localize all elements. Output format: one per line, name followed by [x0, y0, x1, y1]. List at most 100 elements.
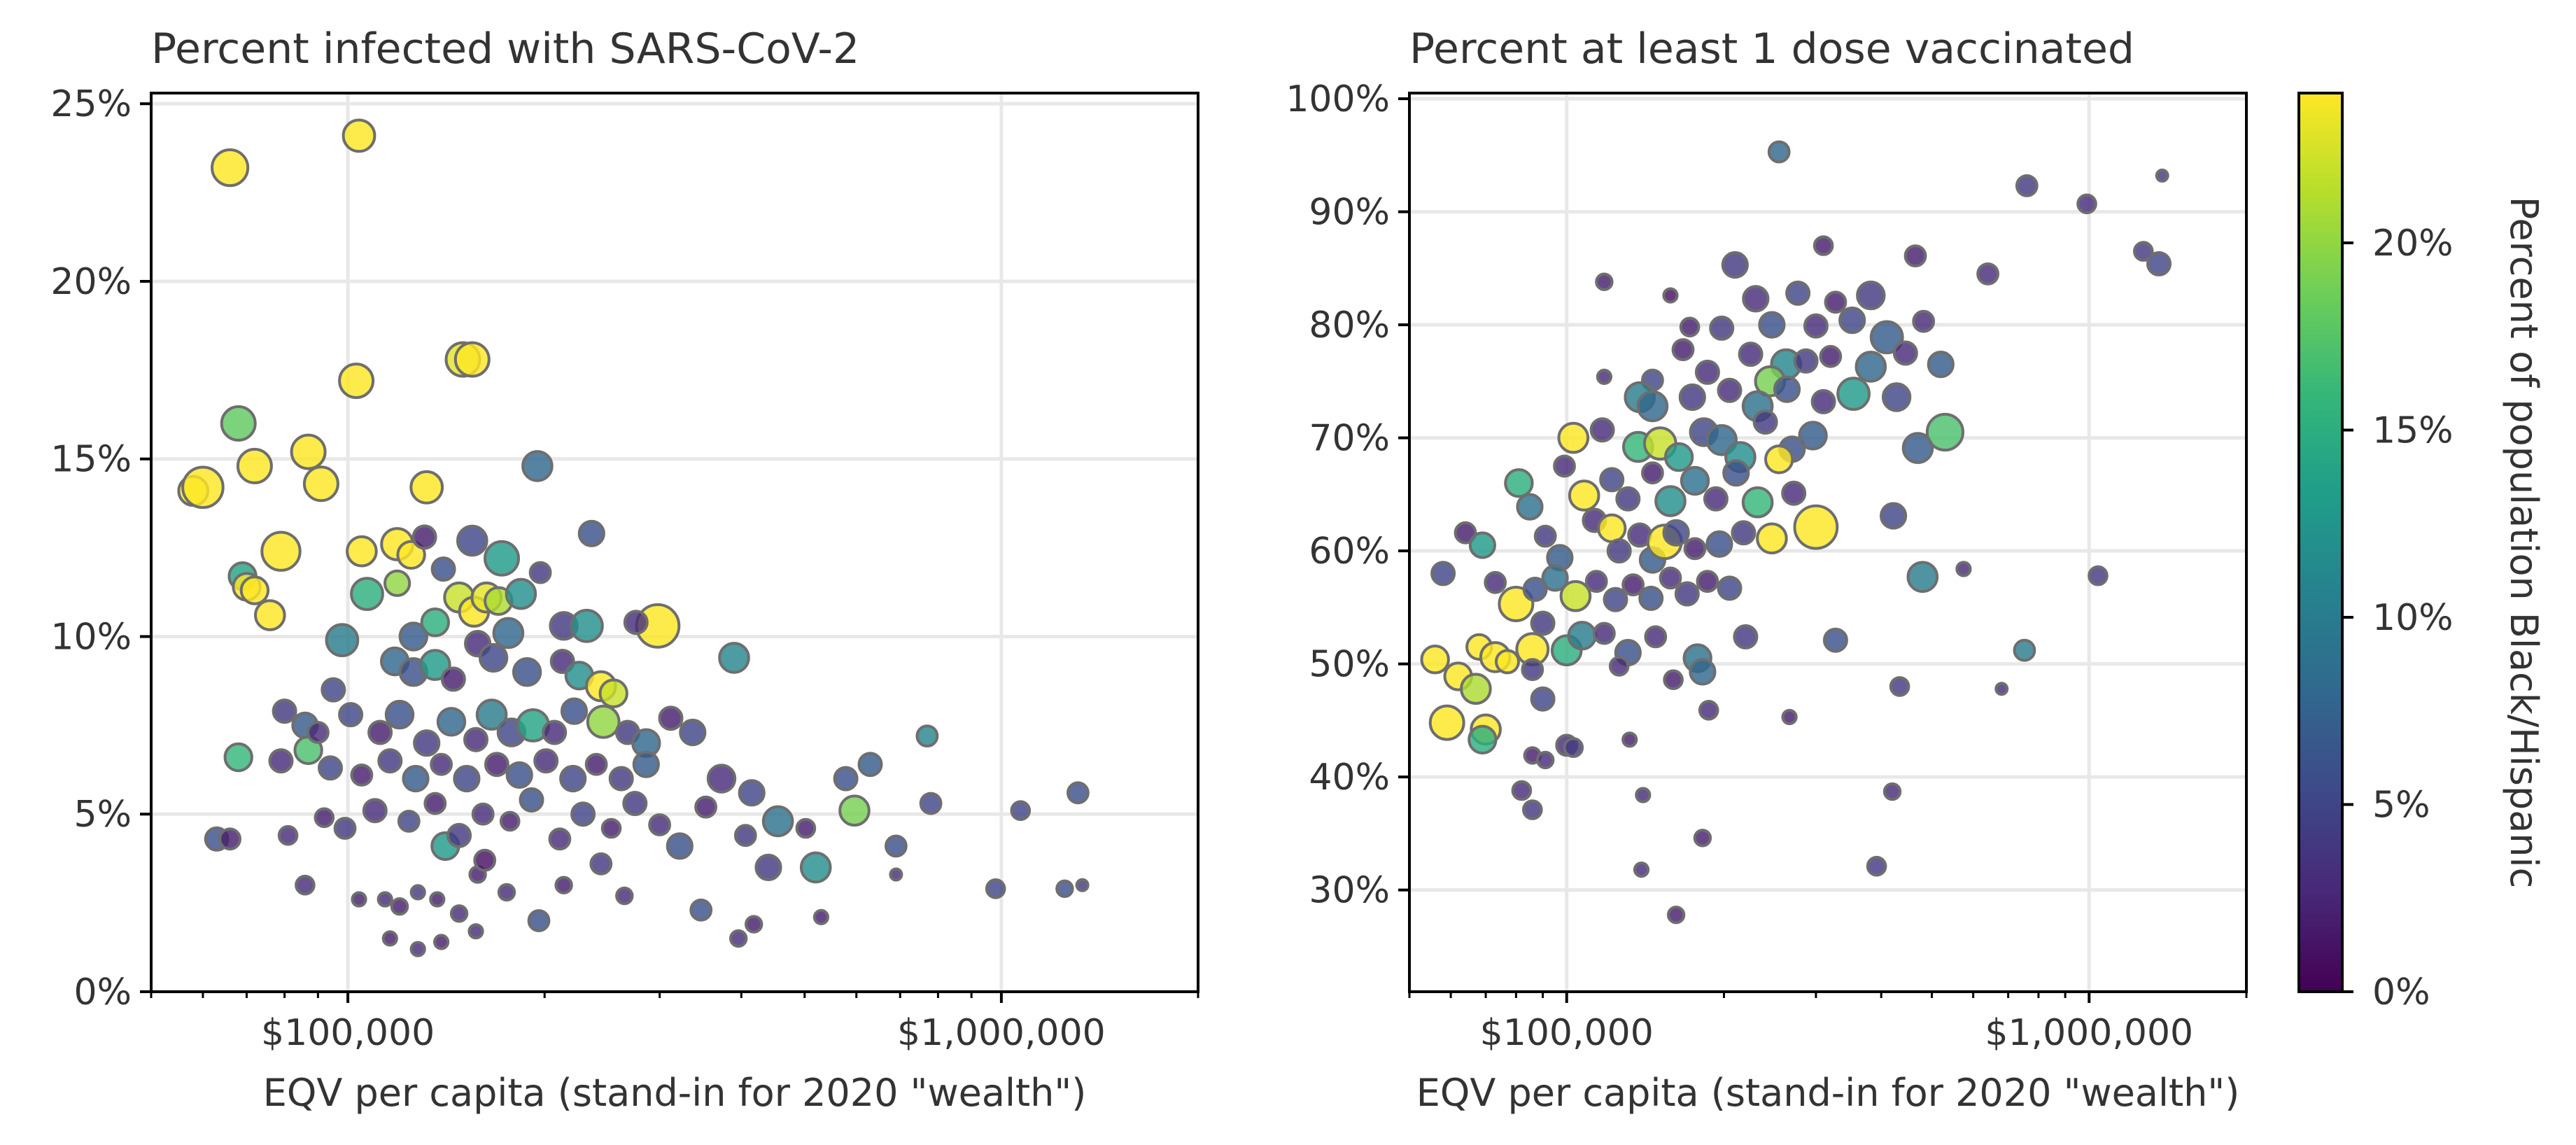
data-point [239, 575, 270, 605]
data-point [383, 569, 411, 598]
data-point [1813, 235, 1834, 256]
data-point [1925, 412, 1964, 452]
data-point [1683, 537, 1707, 561]
data-point [1709, 315, 1735, 341]
data-point [1522, 577, 1548, 602]
data-point [1606, 538, 1632, 564]
data-point [570, 801, 596, 827]
data-point [1822, 627, 1848, 653]
data-point [2013, 638, 2036, 662]
data-point [1644, 625, 1668, 649]
data-point [1912, 309, 1936, 333]
data-point [1793, 348, 1819, 374]
data-point [314, 807, 335, 829]
data-point [1741, 486, 1774, 519]
data-point [321, 677, 346, 703]
y-tick-label: 90% [1309, 192, 1390, 234]
data-point [505, 577, 537, 610]
data-point [409, 470, 444, 505]
data-point [342, 118, 376, 153]
data-point [1698, 700, 1719, 721]
data-point [1717, 377, 1743, 403]
data-point [570, 608, 604, 643]
data-point [1484, 570, 1507, 594]
data-point [1781, 708, 1798, 726]
data-point [1541, 564, 1569, 592]
scatter-points [1420, 140, 2172, 925]
data-point [738, 779, 766, 807]
data-point [397, 810, 421, 833]
data-point [1584, 570, 1608, 593]
data-point [338, 363, 375, 400]
vaccination-chart: Percent at least 1 dose vaccinated $100,… [1286, 24, 2248, 1115]
data-point [1633, 862, 1650, 878]
data-point [1536, 750, 1555, 770]
data-point [1927, 350, 1955, 379]
data-point [1521, 658, 1544, 682]
data-point [1696, 570, 1719, 593]
data-point [1869, 320, 1904, 355]
data-point [223, 742, 253, 773]
data-point [1638, 585, 1664, 611]
colorbar-label: Percent of population Black/Hispanic [2502, 197, 2546, 888]
data-point [577, 519, 605, 547]
data-point [600, 817, 622, 839]
x-axis-label: EQV per capita (stand-in for 2020 "wealt… [263, 1071, 1087, 1115]
data-point [1892, 340, 1918, 366]
data-point [307, 721, 330, 744]
data-point [548, 827, 572, 851]
data-point [384, 699, 415, 730]
data-point [1694, 359, 1720, 385]
data-point [367, 719, 393, 745]
data-point [1781, 480, 1807, 506]
y-tick-label: 5% [74, 794, 132, 836]
data-point [338, 702, 364, 728]
data-point [519, 787, 544, 813]
data-point [1810, 388, 1836, 414]
data-point [2076, 193, 2097, 215]
data-point [1756, 522, 1788, 555]
data-point [1635, 787, 1652, 803]
data-point [2015, 174, 2039, 197]
data-point [433, 934, 450, 950]
data-point [402, 764, 430, 793]
data-point [1803, 313, 1829, 339]
data-point [396, 540, 426, 570]
data-point [429, 891, 446, 908]
data-point [1663, 442, 1694, 472]
x-tick-label: $100,000 [1480, 1012, 1654, 1054]
y-tick-label: 25% [50, 83, 132, 125]
data-point [409, 884, 426, 901]
data-point [1678, 383, 1706, 412]
data-point [1722, 459, 1750, 487]
x-tick-label: $1,000,000 [897, 1012, 1106, 1054]
data-point [463, 726, 488, 752]
data-point [453, 341, 491, 378]
chart-title: Percent at least 1 dose vaccinated [1409, 24, 2134, 73]
data-point [484, 752, 509, 778]
data-point [1836, 377, 1871, 411]
data-point [218, 827, 242, 851]
data-point [497, 883, 516, 902]
data-point [236, 447, 273, 484]
data-point [1563, 737, 1584, 758]
data-point [1460, 673, 1492, 705]
data-point [453, 764, 481, 793]
data-point [456, 524, 488, 557]
axis-ticks: $100,000 $1,000,000 0% 5% 10% 15% 20% 25% [50, 83, 1199, 1054]
data-point [1903, 244, 1927, 268]
data-point [409, 941, 426, 957]
colorbar-tick-label: 15% [2372, 410, 2454, 452]
data-point [666, 832, 694, 860]
data-point [1516, 493, 1544, 521]
data-point [1680, 465, 1710, 496]
data-point [915, 724, 939, 747]
data-point [1589, 417, 1615, 443]
data-point [1881, 382, 1912, 412]
data-point [325, 623, 360, 657]
data-point [467, 923, 484, 940]
data-point [1055, 879, 1074, 899]
data-point [1428, 704, 1465, 741]
data-point [919, 792, 943, 815]
data-point [512, 657, 542, 687]
